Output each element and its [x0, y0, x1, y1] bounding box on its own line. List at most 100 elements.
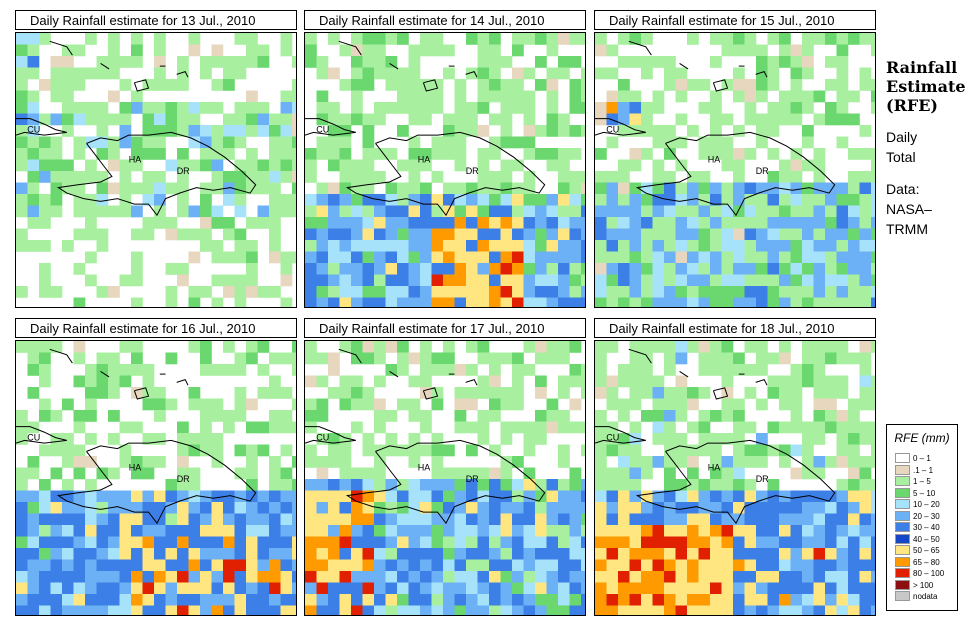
coastline [465, 70, 478, 78]
rainfall-cell [165, 159, 178, 172]
rainfall-cell [119, 113, 132, 126]
legend-label: 80 – 100 [913, 569, 945, 578]
rainfall-cell [813, 33, 826, 45]
rainfall-cell [85, 571, 97, 583]
rainfall-cell [374, 444, 386, 457]
rainfall-cell [779, 513, 791, 526]
rainfall-cell [397, 352, 409, 365]
rainfall-cell [558, 205, 570, 218]
rainfall-cell [558, 228, 570, 241]
rainfall-cell [454, 548, 467, 560]
rainfall-cell [558, 571, 570, 583]
rainfall-cell [687, 194, 699, 206]
rainfall-cell [108, 433, 120, 445]
rainfall-cell [859, 341, 872, 353]
rainfall-cell [431, 525, 444, 537]
rainfall-cell [652, 456, 665, 468]
rainfall-cell [595, 479, 607, 491]
rainfall-cell [397, 217, 409, 229]
rainfall-cell [664, 605, 676, 615]
rainfall-cell [744, 228, 757, 241]
legend-item: 65 – 80 [895, 556, 940, 568]
rainfall-cell [825, 421, 837, 434]
rainfall-cell [292, 479, 296, 491]
rainfall-cell [269, 594, 281, 606]
rainfall-cell [154, 605, 166, 615]
rainfall-cell [292, 102, 296, 114]
rainfall-cell [108, 159, 120, 172]
rainfall-cell [489, 182, 501, 195]
rainfall-cell [698, 571, 711, 583]
rainfall-cell [512, 490, 524, 503]
rainfall-cell [443, 228, 455, 241]
rainfall-cell [131, 44, 143, 57]
rainfall-cell [848, 33, 860, 45]
rainfall-cell [200, 240, 212, 252]
rainfall-cell [687, 398, 699, 411]
rainfall-cell [813, 352, 826, 365]
rainfall-cell [142, 182, 155, 195]
rainfall-cell [27, 171, 40, 183]
rainfall-cell [96, 375, 109, 388]
rainfall-cell [859, 375, 872, 388]
rainfall-map: CU HA DR [15, 340, 297, 616]
rainfall-cell [733, 194, 745, 206]
rainfall-cell [569, 297, 582, 307]
rainfall-cell [165, 548, 178, 560]
rainfall-cell [108, 548, 120, 560]
rainfall-cell [813, 421, 826, 434]
rainfall-cell [234, 297, 247, 307]
rainfall-cell [280, 136, 293, 149]
rainfall-cell [16, 536, 28, 549]
rainfall-cell [223, 113, 235, 126]
rainfall-cell [385, 182, 398, 195]
rainfall-cell [443, 286, 455, 298]
rainfall-cell [523, 297, 536, 307]
rainfall-cell [119, 136, 132, 149]
rainfall-cell [523, 467, 536, 480]
rainfall-cell [119, 536, 132, 549]
rainfall-cell [408, 536, 421, 549]
rainfall-cell [813, 240, 826, 252]
rainfall-cell [687, 217, 699, 229]
rainfall-cell [652, 375, 665, 388]
rainfall-cell [408, 159, 421, 172]
rainfall-cell [374, 479, 386, 491]
rainfall-cell [188, 341, 201, 353]
rainfall-cell [223, 171, 235, 183]
rainfall-cell [154, 594, 166, 606]
rainfall-cell [188, 571, 201, 583]
rainfall-cell [339, 297, 352, 307]
rainfall-cell [443, 341, 455, 353]
rainfall-cell [420, 582, 432, 595]
rainfall-cell [664, 341, 676, 353]
rainfall-cell [779, 605, 791, 615]
rainfall-cell [675, 136, 688, 149]
rainfall-cell [177, 228, 189, 241]
rainfall-cell [408, 571, 421, 583]
rainfall-cell [535, 548, 547, 560]
rainfall-cell [269, 559, 281, 572]
rainfall-cell [558, 410, 570, 422]
rainfall-cell [581, 171, 585, 183]
rainfall-cell [523, 548, 536, 560]
rainfall-cell [618, 263, 630, 275]
rainfall-cell [466, 548, 478, 560]
rainfall-cell [558, 421, 570, 434]
rainfall-cell [466, 251, 478, 264]
rainfall-cell [408, 548, 421, 560]
rainfall-cell [710, 525, 722, 537]
rainfall-cell [351, 228, 363, 241]
rainfall-cell [767, 559, 780, 572]
rainfall-cell [871, 456, 875, 468]
rainfall-cell [813, 433, 826, 445]
rainfall-cell [408, 44, 421, 57]
rainfall-cell [710, 205, 722, 218]
rainfall-cell [710, 194, 722, 206]
rainfall-cell [374, 341, 386, 353]
rainfall-cell [871, 297, 875, 307]
rainfall-cell [96, 102, 109, 114]
rainfall-cell [96, 113, 109, 126]
side-info: Rainfall Estimate (RFE) Daily Total Data… [886, 58, 971, 239]
